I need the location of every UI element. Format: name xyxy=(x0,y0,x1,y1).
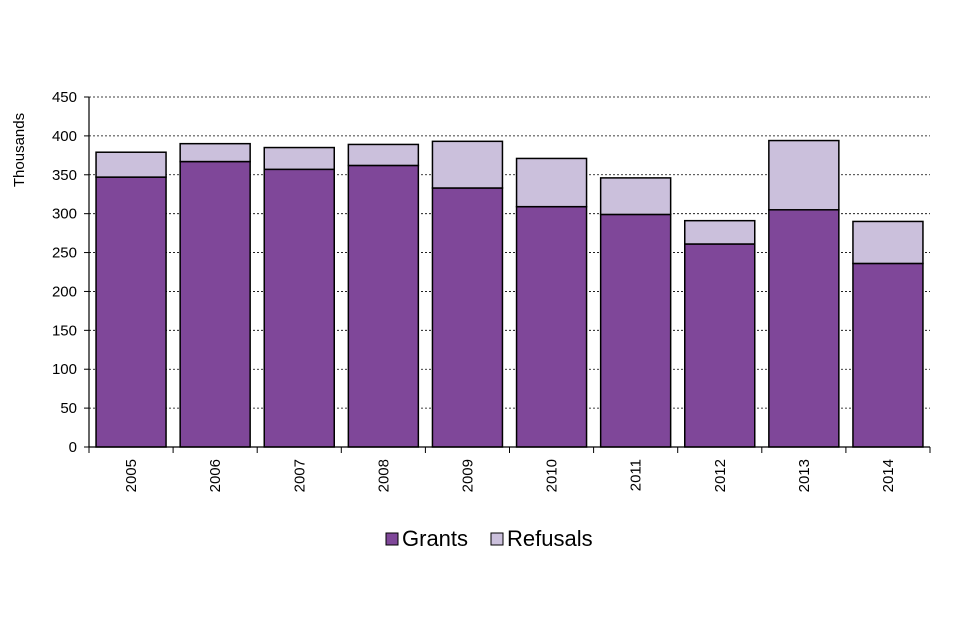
legend: Grants Refusals xyxy=(385,526,593,551)
bar-refusals-2007 xyxy=(263,146,335,171)
x-tick-label-2012: 2012 xyxy=(712,459,729,492)
x-tick-label-2008: 2008 xyxy=(375,459,392,492)
y-tick-label: 200 xyxy=(52,283,77,300)
x-axis-ticks: 2005 2006 2007 2008 2009 2010 2011 2012 2013 2014 xyxy=(123,459,897,492)
bar-grants-2005 xyxy=(95,176,167,448)
bar-grants-2008 xyxy=(347,164,420,448)
bar-grants-2014 xyxy=(852,262,924,448)
y-axis-title: Thousands xyxy=(11,113,28,187)
legend-swatch-refusals xyxy=(490,532,504,546)
bar-refusals-2013 xyxy=(768,139,840,211)
y-tick-label: 100 xyxy=(52,361,77,378)
bar-refusals-2008 xyxy=(347,143,420,167)
x-tick-label-2011: 2011 xyxy=(628,459,645,491)
bar-grants-2010 xyxy=(515,205,588,448)
x-tick-label-2006: 2006 xyxy=(207,459,224,492)
y-axis-ticks: 0 50 100 150 200 250 300 350 400 450 xyxy=(52,89,77,456)
x-tick-label-2009: 2009 xyxy=(459,459,476,492)
bar-grants-2011 xyxy=(599,213,672,448)
x-tick-label-2005: 2005 xyxy=(123,459,140,492)
bar-grants-2013 xyxy=(768,209,840,448)
bar-refusals-2006 xyxy=(179,142,251,163)
bars xyxy=(95,139,924,448)
y-tick-label: 350 xyxy=(52,167,77,184)
axes xyxy=(84,96,931,453)
bar-grants-2009 xyxy=(431,187,504,448)
y-tick-label: 300 xyxy=(52,206,77,223)
bar-refusals-2011 xyxy=(599,177,672,216)
x-tick-label-2010: 2010 xyxy=(544,459,561,492)
y-tick-label: 50 xyxy=(60,400,77,417)
bar-refusals-2014 xyxy=(852,220,924,265)
y-tick-label: 250 xyxy=(52,245,77,262)
y-tick-label: 400 xyxy=(52,128,77,145)
bar-grants-2012 xyxy=(684,243,756,448)
x-tick-label-2007: 2007 xyxy=(291,459,308,492)
bar-refusals-2012 xyxy=(684,219,756,245)
x-tick-label-2014: 2014 xyxy=(880,459,897,492)
y-tick-label: 0 xyxy=(69,439,77,456)
bar-grants-2007 xyxy=(263,168,335,448)
y-tick-label: 150 xyxy=(52,322,77,339)
legend-label-refusals: Refusals xyxy=(507,526,593,551)
legend-label-grants: Grants xyxy=(402,526,468,551)
bar-refusals-2009 xyxy=(431,140,504,189)
x-tick-label-2013: 2013 xyxy=(796,459,813,492)
bar-refusals-2010 xyxy=(515,157,588,208)
y-tick-label: 450 xyxy=(52,89,77,106)
bar-refusals-2005 xyxy=(95,151,167,178)
bar-grants-2006 xyxy=(179,160,251,448)
legend-swatch-grants xyxy=(385,532,399,546)
